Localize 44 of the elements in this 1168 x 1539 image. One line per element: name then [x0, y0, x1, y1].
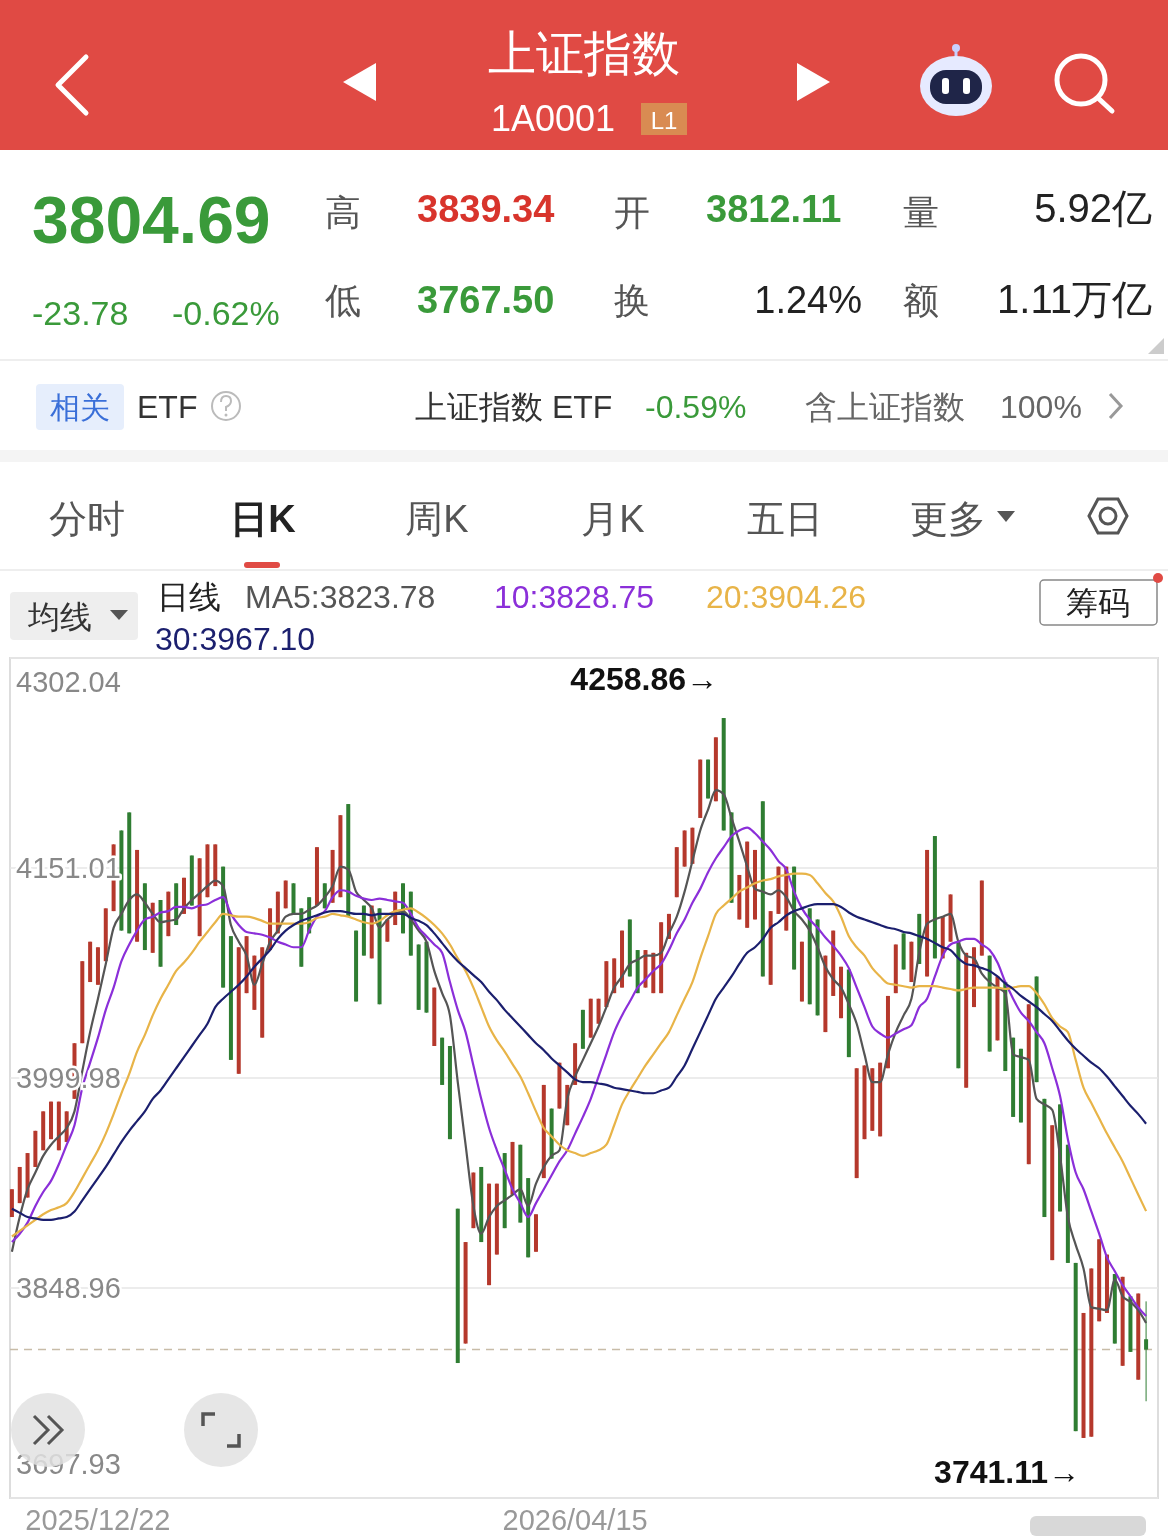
chart-subtitle: 1A0001 [490, 98, 616, 139]
legend-title: 日线 [157, 579, 221, 615]
text: 额 [903, 280, 939, 321]
text: 日K [230, 498, 297, 540]
text: 30:3967.10 [155, 621, 316, 657]
text: 3839.34 [417, 188, 555, 230]
text: 3812.11 [706, 188, 842, 230]
text: MA5:3823.78 [245, 579, 436, 615]
text: 10:3828.75 [494, 579, 655, 615]
text: 含上证指数 [805, 389, 965, 425]
text: 更多 [910, 498, 986, 540]
y-tick-label: 3697.93 [16, 1448, 121, 1480]
text: -0.62% [172, 294, 280, 332]
text: 5.92亿 [1034, 186, 1152, 230]
x-tick-label: 2026/04/15 [502, 1504, 648, 1536]
text: 3767.50 [417, 279, 555, 321]
text: 1.11万亿 [997, 277, 1152, 321]
text: 分时 [49, 498, 125, 540]
text: 相关 [50, 391, 110, 424]
annotation: 3741.11→ [934, 1454, 1080, 1490]
text: 筹码 [1066, 585, 1130, 621]
text: 高 [325, 192, 361, 233]
text: ETF [137, 389, 198, 425]
text: 均线 [27, 599, 92, 635]
text: 周K [405, 498, 469, 540]
text: 20:3904.26 [706, 579, 867, 615]
text: 3804.69 [32, 183, 271, 257]
text: 1.24% [754, 279, 862, 321]
text: 五日 [747, 498, 823, 540]
text: 量 [903, 192, 939, 233]
text: -0.59% [645, 389, 747, 425]
x-tick-label: 2025/12/22 [25, 1504, 171, 1536]
text: 低 [325, 280, 361, 321]
text: 换 [614, 280, 650, 321]
text: L1 [650, 107, 678, 134]
text: 月K [581, 498, 645, 540]
text: 上证指数 ETF [415, 389, 613, 425]
text: 100% [1000, 389, 1082, 425]
text: -23.78 [32, 294, 129, 332]
chart-title: 上证指数 [488, 27, 680, 80]
text: 开 [614, 192, 650, 233]
annotation: 4258.86→ [570, 661, 718, 697]
y-tick-label: 3848.96 [16, 1272, 121, 1304]
y-tick-label: 4302.04 [16, 666, 121, 698]
